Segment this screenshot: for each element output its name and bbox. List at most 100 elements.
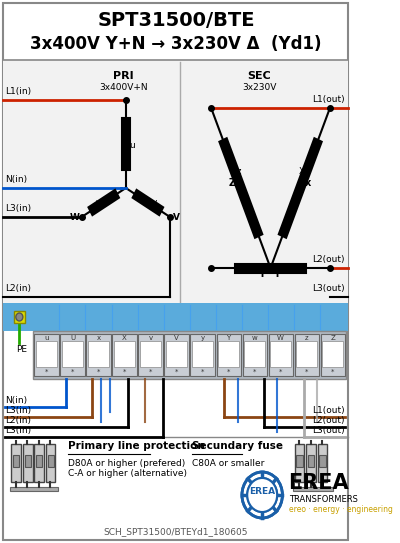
Bar bbox=[235, 263, 306, 273]
Bar bbox=[25, 455, 31, 467]
Text: L2(out): L2(out) bbox=[312, 255, 345, 264]
Bar bbox=[133, 190, 163, 215]
Bar bbox=[319, 455, 326, 467]
Bar bbox=[293, 487, 332, 491]
Text: TRANSFORMERS: TRANSFORMERS bbox=[288, 495, 358, 503]
Bar bbox=[88, 341, 109, 367]
Text: Y: Y bbox=[226, 335, 231, 341]
Bar bbox=[88, 190, 119, 215]
Text: PRI: PRI bbox=[113, 71, 134, 81]
Bar bbox=[34, 334, 58, 376]
Circle shape bbox=[247, 478, 277, 512]
Text: V: V bbox=[173, 213, 180, 222]
Bar bbox=[86, 334, 111, 376]
Bar bbox=[279, 138, 322, 238]
Bar bbox=[60, 334, 85, 376]
Text: SCH_SPT31500/BTEYd1_180605: SCH_SPT31500/BTEYd1_180605 bbox=[104, 527, 248, 536]
Bar bbox=[321, 334, 345, 376]
Text: C80A or smaller: C80A or smaller bbox=[192, 459, 264, 468]
Text: v: v bbox=[152, 198, 157, 206]
Text: L3(out): L3(out) bbox=[312, 426, 345, 435]
Bar bbox=[138, 334, 163, 376]
Bar bbox=[190, 334, 215, 376]
Bar bbox=[294, 334, 319, 376]
Text: *: * bbox=[175, 369, 178, 375]
Bar bbox=[46, 444, 56, 482]
Text: w: w bbox=[252, 335, 258, 341]
Text: ereo · energy · engineering: ereo · energy · engineering bbox=[288, 504, 392, 514]
Text: *: * bbox=[331, 369, 334, 375]
Bar bbox=[296, 455, 303, 467]
Text: L3(in): L3(in) bbox=[5, 204, 32, 213]
Text: X: X bbox=[298, 167, 304, 176]
Bar bbox=[3, 303, 348, 331]
Bar bbox=[166, 341, 187, 367]
Text: *: * bbox=[71, 369, 74, 375]
Bar bbox=[322, 341, 343, 367]
Text: L1(out): L1(out) bbox=[312, 95, 345, 104]
Text: Z: Z bbox=[330, 335, 335, 341]
Bar bbox=[270, 341, 291, 367]
Bar bbox=[62, 341, 83, 367]
Text: Z: Z bbox=[228, 178, 236, 188]
Circle shape bbox=[16, 313, 23, 321]
Text: 3x230V: 3x230V bbox=[242, 83, 277, 92]
Bar bbox=[242, 334, 267, 376]
Text: *: * bbox=[123, 369, 126, 375]
Bar bbox=[140, 341, 161, 367]
Text: PE: PE bbox=[16, 345, 27, 354]
Text: u: u bbox=[129, 141, 135, 150]
Text: *: * bbox=[227, 369, 230, 375]
Text: X: X bbox=[122, 335, 127, 341]
Text: w: w bbox=[96, 198, 103, 206]
Text: L3(out): L3(out) bbox=[312, 284, 345, 293]
Bar bbox=[3, 60, 348, 305]
Bar bbox=[296, 341, 317, 367]
Bar bbox=[14, 311, 25, 323]
Bar bbox=[218, 341, 239, 367]
Text: z: z bbox=[236, 167, 241, 176]
Text: L2(in): L2(in) bbox=[5, 416, 31, 425]
Text: L3(in): L3(in) bbox=[5, 426, 32, 435]
Text: Y: Y bbox=[258, 269, 265, 279]
Text: Primary line protection: Primary line protection bbox=[68, 441, 204, 451]
Bar bbox=[114, 341, 135, 367]
Text: x: x bbox=[96, 335, 100, 341]
Bar bbox=[268, 334, 293, 376]
Bar bbox=[36, 455, 42, 467]
Text: SPT31500/BTE: SPT31500/BTE bbox=[97, 10, 255, 29]
Text: *: * bbox=[149, 369, 152, 375]
Text: V: V bbox=[174, 335, 179, 341]
Bar bbox=[36, 341, 57, 367]
Text: *: * bbox=[97, 369, 100, 375]
Text: *: * bbox=[45, 369, 48, 375]
Text: v: v bbox=[148, 335, 153, 341]
Text: L2(out): L2(out) bbox=[312, 416, 345, 425]
Bar bbox=[48, 455, 54, 467]
Bar bbox=[122, 118, 130, 171]
Text: L2(in): L2(in) bbox=[5, 284, 31, 293]
Circle shape bbox=[242, 472, 282, 518]
Text: *: * bbox=[253, 369, 256, 375]
Text: N(in): N(in) bbox=[5, 396, 28, 405]
Bar bbox=[164, 334, 189, 376]
Bar bbox=[295, 444, 304, 482]
Text: N(in): N(in) bbox=[5, 175, 28, 184]
Text: EREA: EREA bbox=[249, 488, 275, 496]
Text: z: z bbox=[305, 335, 308, 341]
Bar bbox=[34, 331, 346, 379]
Text: L1(in): L1(in) bbox=[5, 87, 32, 96]
Bar bbox=[12, 444, 21, 482]
Text: u: u bbox=[44, 335, 49, 341]
Text: *: * bbox=[201, 369, 204, 375]
Text: L3(in): L3(in) bbox=[5, 406, 32, 415]
Text: Y: Y bbox=[273, 269, 280, 279]
Bar bbox=[10, 487, 58, 491]
Text: W: W bbox=[277, 335, 284, 341]
Text: D80A or higher (prefered): D80A or higher (prefered) bbox=[68, 459, 185, 468]
Bar bbox=[23, 444, 32, 482]
Bar bbox=[192, 341, 213, 367]
Text: *: * bbox=[305, 369, 308, 375]
Text: 3x400V+N: 3x400V+N bbox=[99, 83, 148, 92]
Bar bbox=[318, 444, 327, 482]
